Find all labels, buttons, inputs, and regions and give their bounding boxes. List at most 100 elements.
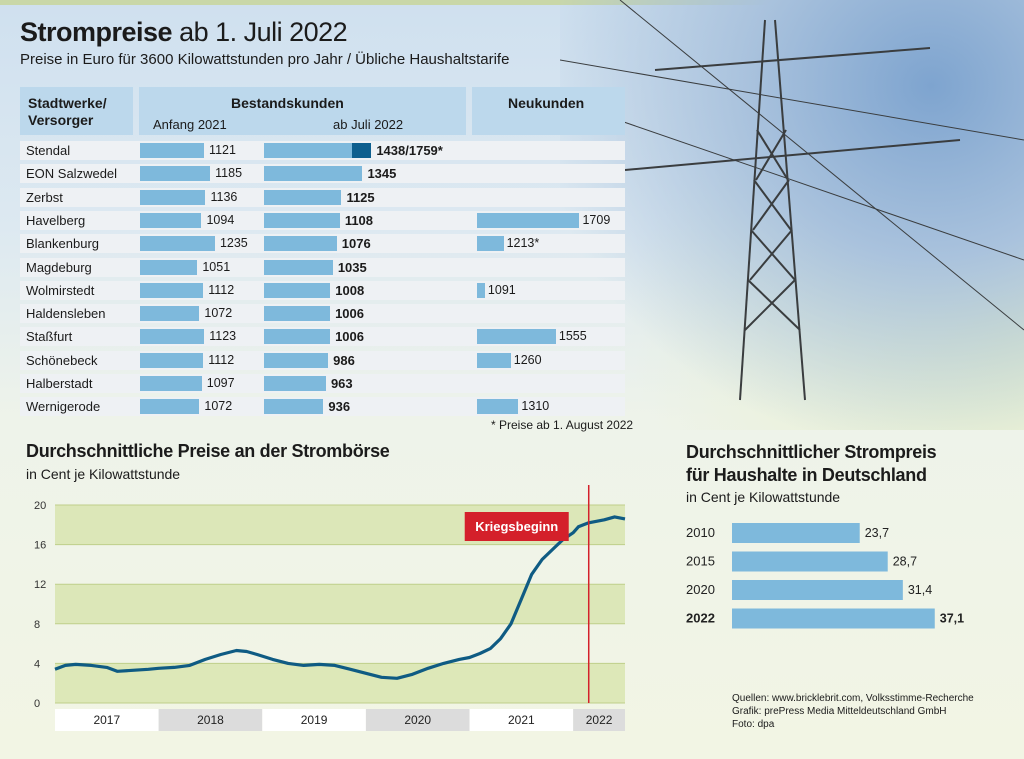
bar-start-2021: [140, 399, 200, 415]
household-chart-unit: in Cent je Kilowattstunde: [686, 489, 841, 505]
category-label: 2022: [686, 611, 715, 626]
x-axis-cell: [262, 709, 366, 731]
bar-start-2021: [140, 259, 198, 275]
y-tick-label: 20: [34, 500, 46, 512]
bar-july-2022: [264, 143, 372, 158]
value-start-2021: 1136: [210, 189, 238, 204]
value-start-2021: 1094: [206, 212, 235, 227]
city-name: Wernigerode: [26, 399, 101, 415]
y-tick-label: 8: [34, 619, 40, 631]
war-start-label-box: [464, 512, 569, 541]
top-accent-bar: [0, 0, 1024, 5]
value-new-customers: 1091: [487, 282, 516, 297]
city-name: Staßfurt: [26, 329, 73, 345]
bar-july-2022: [264, 236, 337, 252]
city-name: Zerbst: [26, 189, 63, 205]
x-axis-cell: [573, 709, 625, 731]
bar-value-label: 23,7: [865, 526, 889, 540]
value-july-2022: 1035: [337, 259, 367, 275]
x-tick-label: 2020: [404, 713, 431, 727]
city-name: Halberstadt: [26, 376, 93, 391]
bar-value-label: 31,4: [908, 583, 932, 597]
bar-start-2021: [140, 306, 200, 322]
x-axis-cell: [469, 709, 574, 731]
page-title: Strompreise ab 1. Juli 2022: [20, 17, 348, 47]
value-july-2022: 1345: [367, 166, 397, 182]
value-new-customers: 1555: [558, 329, 587, 344]
header-new-cell: [472, 87, 625, 135]
bar-july-2022: [264, 399, 324, 415]
value-new-customers: 1213*: [506, 236, 540, 251]
x-tick-label: 2019: [301, 713, 328, 727]
bar-start-2021: [140, 166, 211, 182]
header-july-2022: ab Juli 2022: [333, 117, 404, 132]
household-bar: [732, 551, 888, 572]
value-start-2021: 1123: [209, 329, 237, 344]
source-line: Foto: dpa: [732, 719, 775, 730]
war-start-label: Kriegsbeginn: [475, 519, 558, 534]
value-start-2021: 1097: [206, 376, 235, 390]
household-bar: [732, 580, 903, 600]
city-name: Stendal: [26, 143, 71, 158]
y-tick-label: 4: [34, 658, 40, 670]
y-tick-label: 12: [34, 579, 46, 591]
bar-july-2022: [264, 259, 333, 275]
x-tick-label: 2022: [586, 713, 613, 727]
bar-july-2022: [264, 329, 331, 345]
value-start-2021: 1121: [209, 143, 236, 157]
value-start-2021: 1112: [208, 282, 235, 297]
y-tick-label: 0: [34, 698, 40, 710]
header-supplier-cell: [20, 87, 133, 135]
value-july-2022: 1108: [344, 212, 374, 228]
bar-new-customers: [477, 282, 485, 298]
y-tick-label: 16: [34, 540, 46, 552]
x-tick-label: 2017: [93, 713, 120, 727]
value-july-2022: 1076: [341, 236, 371, 252]
header-new: Neukunden: [508, 95, 585, 111]
x-tick-label: 2021: [508, 713, 535, 727]
city-name: Magdeburg: [26, 259, 92, 275]
chart-band: [55, 584, 625, 624]
source-line: Grafik: prePress Media Mitteldeutschland…: [732, 706, 947, 717]
header-start-2021: Anfang 2021: [153, 117, 227, 132]
value-new-customers: 1709: [582, 212, 611, 227]
value-july-2022: 1438/1759*: [376, 143, 443, 158]
bar-new-customers: [477, 352, 511, 368]
value-july-2022: 1006: [335, 306, 364, 322]
bar-new-customers: [477, 236, 504, 252]
category-label: 2020: [686, 582, 715, 597]
bar-start-2021: [140, 236, 215, 252]
header-existing: Bestandskunden: [231, 95, 344, 111]
household-chart-title: Durchschnittlicher Strompreis für Hausha…: [686, 442, 937, 485]
x-axis-cell: [158, 709, 263, 731]
bar-july-2022: [264, 376, 326, 391]
value-new-customers: 1260: [513, 352, 542, 367]
bar-start-2021: [140, 212, 202, 228]
value-july-2022: 936: [328, 399, 351, 415]
value-july-2022: 986: [333, 352, 355, 368]
bar-july-2022: [264, 212, 340, 228]
value-start-2021: 1185: [215, 166, 243, 181]
value-new-customers: 1310: [521, 399, 550, 414]
value-start-2021: 1112: [208, 352, 235, 367]
value-start-2021: 1072: [204, 399, 233, 414]
household-bar: [732, 523, 860, 543]
x-axis-cell: [55, 709, 159, 731]
bar-july-2022: [264, 282, 331, 298]
header-supplier: Stadtwerke/ Versorger: [28, 95, 107, 128]
exchange-price-line-chart: 0 4 8 12 16 20 2017 2018 2019 2020 2021 2022 Kriegsb…: [34, 485, 626, 731]
exchange-chart-title: Durchschnittliche Preise an der Strombör…: [26, 441, 390, 461]
household-price-bar-chart: 2010 23,7 2015 28,7 2020 31,4 2022 37,1: [686, 523, 964, 629]
bar-start-2021: [140, 282, 204, 298]
value-july-2022: 963: [330, 376, 353, 391]
bar-new-customers: [477, 399, 519, 415]
city-name: Blankenburg: [26, 236, 99, 252]
city-name: Schönebeck: [26, 352, 98, 368]
bar-july-2022-aug-highlight: [352, 143, 372, 158]
bar-july-2022: [264, 352, 329, 368]
sources: Quellen: www.bricklebrit.com, Volksstimm…: [732, 692, 974, 731]
exchange-chart-unit: in Cent je Kilowattstunde: [26, 466, 181, 482]
value-start-2021: 1051: [202, 259, 231, 274]
bar-value-label: 37,1: [940, 612, 964, 626]
source-line: Quellen: www.bricklebrit.com, Volksstimm…: [732, 693, 974, 704]
